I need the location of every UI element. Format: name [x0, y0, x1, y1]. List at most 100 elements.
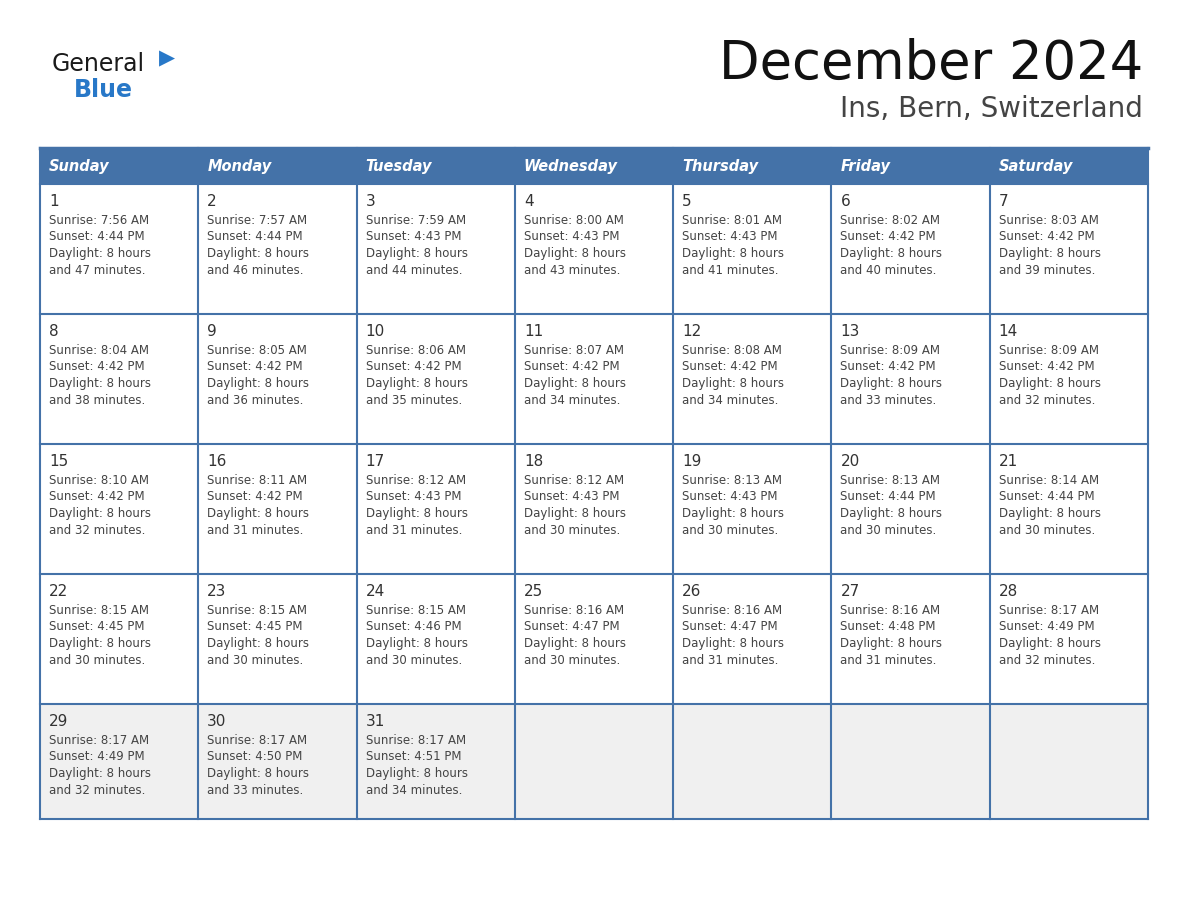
Text: and 34 minutes.: and 34 minutes.	[524, 394, 620, 407]
Text: 7: 7	[999, 194, 1009, 209]
Text: Sunset: 4:50 PM: Sunset: 4:50 PM	[207, 751, 303, 764]
Text: 31: 31	[366, 714, 385, 729]
Text: 5: 5	[682, 194, 691, 209]
Bar	[356, 314, 514, 444]
Text: Sunset: 4:42 PM: Sunset: 4:42 PM	[682, 361, 778, 374]
Text: Sunset: 4:45 PM: Sunset: 4:45 PM	[49, 621, 145, 633]
Text: Sunset: 4:43 PM: Sunset: 4:43 PM	[366, 490, 461, 503]
Bar	[674, 148, 832, 184]
Bar	[356, 704, 514, 819]
Text: Sunrise: 8:16 AM: Sunrise: 8:16 AM	[524, 604, 624, 617]
Text: 25: 25	[524, 584, 543, 599]
Bar	[674, 574, 832, 704]
Text: Daylight: 8 hours: Daylight: 8 hours	[524, 507, 626, 520]
Text: 15: 15	[49, 454, 68, 469]
Text: Friday: Friday	[840, 159, 891, 174]
Text: Sunrise: 8:01 AM: Sunrise: 8:01 AM	[682, 214, 782, 227]
Text: Sunset: 4:46 PM: Sunset: 4:46 PM	[366, 621, 461, 633]
Bar	[356, 184, 514, 314]
Text: and 47 minutes.: and 47 minutes.	[49, 263, 145, 276]
Bar	[198, 148, 356, 184]
Text: Daylight: 8 hours: Daylight: 8 hours	[366, 377, 468, 390]
Text: Sunset: 4:51 PM: Sunset: 4:51 PM	[366, 751, 461, 764]
Text: Sunday: Sunday	[49, 159, 109, 174]
Bar	[990, 574, 1148, 704]
Text: Sunrise: 8:12 AM: Sunrise: 8:12 AM	[524, 474, 624, 487]
Bar	[832, 574, 990, 704]
Bar	[40, 148, 198, 184]
Bar	[198, 314, 356, 444]
Bar	[40, 314, 198, 444]
Text: Sunset: 4:44 PM: Sunset: 4:44 PM	[840, 490, 936, 503]
Text: 21: 21	[999, 454, 1018, 469]
Bar	[198, 444, 356, 574]
Bar	[514, 184, 674, 314]
Text: Daylight: 8 hours: Daylight: 8 hours	[840, 377, 942, 390]
Text: Sunrise: 8:13 AM: Sunrise: 8:13 AM	[682, 474, 782, 487]
Text: 2: 2	[207, 194, 217, 209]
Text: and 30 minutes.: and 30 minutes.	[366, 654, 462, 666]
Text: Sunrise: 8:07 AM: Sunrise: 8:07 AM	[524, 344, 624, 357]
Text: and 30 minutes.: and 30 minutes.	[999, 523, 1095, 536]
Bar	[514, 574, 674, 704]
Text: and 44 minutes.: and 44 minutes.	[366, 263, 462, 276]
Text: Sunrise: 8:13 AM: Sunrise: 8:13 AM	[840, 474, 941, 487]
Text: Daylight: 8 hours: Daylight: 8 hours	[682, 637, 784, 650]
Text: 9: 9	[207, 324, 217, 339]
Text: and 32 minutes.: and 32 minutes.	[999, 654, 1095, 666]
Bar	[198, 184, 356, 314]
Text: 19: 19	[682, 454, 702, 469]
Text: Sunset: 4:43 PM: Sunset: 4:43 PM	[524, 230, 619, 243]
Text: Daylight: 8 hours: Daylight: 8 hours	[49, 377, 151, 390]
Text: Sunrise: 8:15 AM: Sunrise: 8:15 AM	[366, 604, 466, 617]
Bar	[832, 148, 990, 184]
Text: Daylight: 8 hours: Daylight: 8 hours	[682, 247, 784, 260]
Text: Sunrise: 8:17 AM: Sunrise: 8:17 AM	[999, 604, 1099, 617]
Text: Daylight: 8 hours: Daylight: 8 hours	[999, 507, 1101, 520]
Text: Sunrise: 8:16 AM: Sunrise: 8:16 AM	[682, 604, 782, 617]
Text: 6: 6	[840, 194, 851, 209]
Text: Daylight: 8 hours: Daylight: 8 hours	[366, 507, 468, 520]
Text: Sunrise: 7:59 AM: Sunrise: 7:59 AM	[366, 214, 466, 227]
Text: Daylight: 8 hours: Daylight: 8 hours	[207, 637, 309, 650]
Text: Blue: Blue	[74, 78, 133, 102]
Text: Sunset: 4:43 PM: Sunset: 4:43 PM	[366, 230, 461, 243]
Text: and 32 minutes.: and 32 minutes.	[49, 783, 145, 797]
Bar	[356, 574, 514, 704]
Text: Sunrise: 8:14 AM: Sunrise: 8:14 AM	[999, 474, 1099, 487]
Text: and 40 minutes.: and 40 minutes.	[840, 263, 937, 276]
Text: Daylight: 8 hours: Daylight: 8 hours	[207, 377, 309, 390]
Text: Sunset: 4:42 PM: Sunset: 4:42 PM	[207, 490, 303, 503]
Text: Sunset: 4:48 PM: Sunset: 4:48 PM	[840, 621, 936, 633]
Text: Daylight: 8 hours: Daylight: 8 hours	[49, 507, 151, 520]
Text: 16: 16	[207, 454, 227, 469]
Text: Saturday: Saturday	[999, 159, 1073, 174]
Text: 1: 1	[49, 194, 58, 209]
Text: Sunset: 4:49 PM: Sunset: 4:49 PM	[999, 621, 1094, 633]
Text: Sunset: 4:42 PM: Sunset: 4:42 PM	[999, 230, 1094, 243]
Text: and 32 minutes.: and 32 minutes.	[49, 523, 145, 536]
Text: Daylight: 8 hours: Daylight: 8 hours	[49, 767, 151, 780]
Text: Sunset: 4:43 PM: Sunset: 4:43 PM	[682, 490, 778, 503]
Text: Daylight: 8 hours: Daylight: 8 hours	[999, 637, 1101, 650]
Text: Sunset: 4:43 PM: Sunset: 4:43 PM	[524, 490, 619, 503]
Text: Daylight: 8 hours: Daylight: 8 hours	[49, 637, 151, 650]
Bar	[990, 184, 1148, 314]
Text: 3: 3	[366, 194, 375, 209]
Text: and 30 minutes.: and 30 minutes.	[49, 654, 145, 666]
Text: 8: 8	[49, 324, 58, 339]
Text: Sunrise: 8:08 AM: Sunrise: 8:08 AM	[682, 344, 782, 357]
Text: Sunrise: 8:00 AM: Sunrise: 8:00 AM	[524, 214, 624, 227]
Bar	[198, 574, 356, 704]
Text: Daylight: 8 hours: Daylight: 8 hours	[840, 247, 942, 260]
Text: Sunset: 4:44 PM: Sunset: 4:44 PM	[49, 230, 145, 243]
Text: 17: 17	[366, 454, 385, 469]
Bar	[40, 574, 198, 704]
Text: Sunrise: 8:12 AM: Sunrise: 8:12 AM	[366, 474, 466, 487]
Text: Sunrise: 7:56 AM: Sunrise: 7:56 AM	[49, 214, 150, 227]
Text: 18: 18	[524, 454, 543, 469]
Text: Sunset: 4:42 PM: Sunset: 4:42 PM	[524, 361, 619, 374]
Text: and 39 minutes.: and 39 minutes.	[999, 263, 1095, 276]
Text: and 34 minutes.: and 34 minutes.	[366, 783, 462, 797]
Text: Sunrise: 8:15 AM: Sunrise: 8:15 AM	[49, 604, 148, 617]
